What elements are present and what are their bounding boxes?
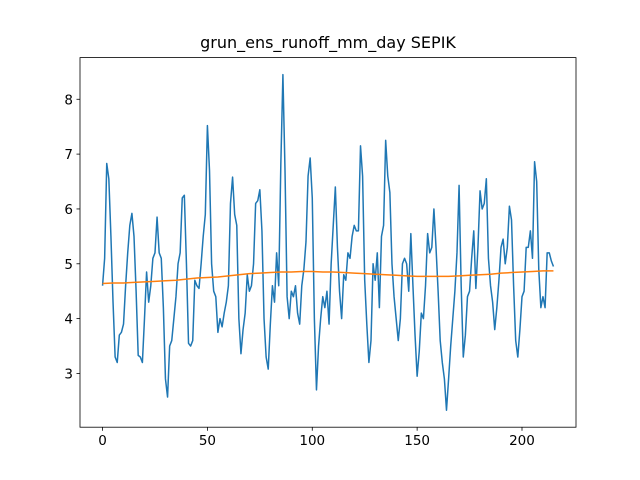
plot-frame <box>79 57 577 428</box>
x-tick-label: 150 <box>404 433 430 449</box>
series-line <box>101 73 555 411</box>
series-line <box>102 270 554 285</box>
y-tick-label: 8 <box>64 92 73 108</box>
x-tick-label: 0 <box>98 433 107 449</box>
y-tick-label: 3 <box>64 366 73 382</box>
x-tick-label: 200 <box>509 433 535 449</box>
y-tick-label: 4 <box>64 312 73 328</box>
x-tick-label: 50 <box>199 433 216 449</box>
y-tick-label: 7 <box>64 147 73 163</box>
y-tick-label: 6 <box>64 202 73 218</box>
y-tick-label: 5 <box>64 257 73 273</box>
chart-title: grun_ens_runoff_mm_day SEPIK <box>200 33 456 53</box>
x-tick-label: 100 <box>299 433 325 449</box>
